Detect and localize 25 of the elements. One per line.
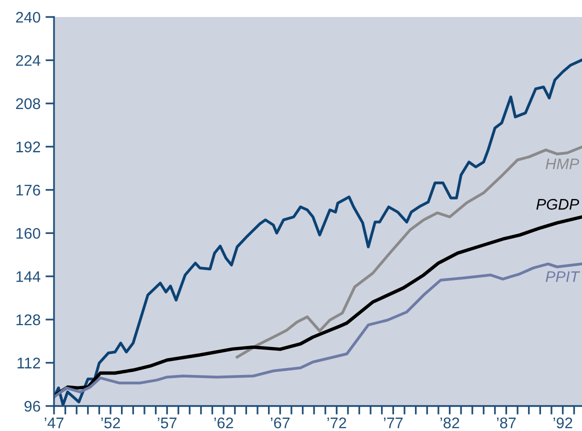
x-tick-label: ’62 xyxy=(214,418,234,428)
series-label: PPIT xyxy=(546,271,580,282)
y-tick-label: 144 xyxy=(16,271,40,282)
line-series xyxy=(54,262,582,398)
x-tick-label: ’87 xyxy=(497,418,516,428)
series-label: PGDP xyxy=(536,198,580,210)
y-tick-label: 112 xyxy=(18,358,40,368)
x-tick-label: ’77 xyxy=(384,418,403,428)
y-tick-label: 192 xyxy=(16,142,40,152)
line-series xyxy=(236,146,582,358)
x-tick-label: ’72 xyxy=(327,418,346,428)
y-tick-label: 160 xyxy=(16,228,40,239)
x-tick-label: ’92 xyxy=(554,418,572,428)
x-tick-label: ’52 xyxy=(101,418,120,428)
x-tick-label: ’47 xyxy=(44,418,64,428)
y-tick-label: 240 xyxy=(16,12,40,23)
series-label: HMP xyxy=(546,158,580,170)
y-tick-label: 128 xyxy=(16,314,40,326)
x-tick-label: ’67 xyxy=(270,418,290,428)
y-tick-label: 176 xyxy=(16,184,40,196)
y-tick-label: 224 xyxy=(16,55,40,66)
x-tick-label: ’57 xyxy=(158,418,176,428)
y-tick-label: 208 xyxy=(16,98,40,110)
x-tick-label: ’82 xyxy=(440,418,460,428)
y-tick-label: 96 xyxy=(24,400,40,412)
